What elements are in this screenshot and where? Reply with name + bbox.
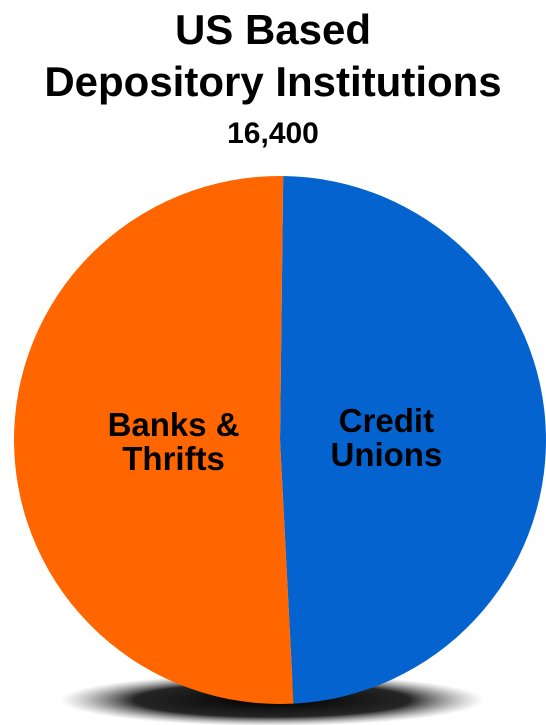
pie-slice-label-0: Credit Unions: [330, 402, 442, 473]
pie-slice-0: [280, 176, 546, 704]
pie-slice-label-line: Thrifts: [122, 440, 225, 477]
pie-slice-label-line: Unions: [330, 436, 442, 473]
pie-slice-label-1: Banks & Thrifts: [108, 406, 240, 477]
chart-title-line-1: US Based: [174, 6, 372, 53]
pie-slices: [14, 176, 546, 705]
chart-subtitle-total: 16,400: [227, 117, 319, 150]
pie-slice-label-line: Credit: [339, 402, 434, 439]
chart-title-line-2: Depository Institutions: [44, 58, 502, 105]
pie-slice-label-line: Banks &: [108, 406, 240, 443]
pie-labels: Credit Unions Banks & Thrifts: [108, 402, 443, 477]
pie-slice-1: [14, 176, 294, 705]
